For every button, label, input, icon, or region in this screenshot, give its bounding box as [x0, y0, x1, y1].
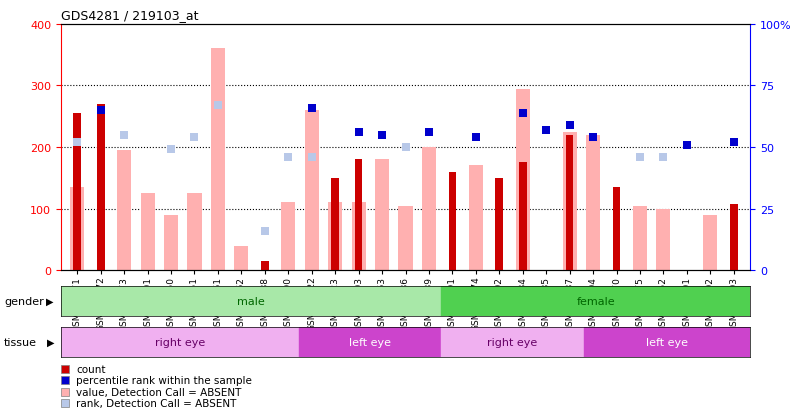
Bar — [516, 89, 530, 271]
Bar — [281, 203, 295, 271]
Bar — [441, 286, 750, 316]
Text: left eye: left eye — [349, 337, 391, 347]
Bar — [187, 194, 201, 271]
Bar — [305, 111, 319, 271]
Text: gender: gender — [4, 296, 44, 306]
Bar — [398, 206, 413, 271]
Bar — [97, 104, 105, 271]
Bar — [563, 132, 577, 271]
Text: count: count — [76, 364, 106, 374]
Bar — [375, 160, 389, 271]
Bar — [331, 178, 339, 271]
Text: right eye: right eye — [155, 337, 205, 347]
Bar — [261, 261, 268, 271]
Text: left eye: left eye — [646, 337, 688, 347]
Bar — [61, 328, 298, 357]
Text: percentile rank within the sample: percentile rank within the sample — [76, 375, 252, 385]
Bar — [71, 188, 84, 271]
Bar — [422, 148, 436, 271]
Bar — [448, 172, 457, 271]
Text: male: male — [237, 296, 265, 306]
Bar — [633, 206, 647, 271]
Bar — [298, 328, 441, 357]
Bar — [496, 178, 503, 271]
Text: ▶: ▶ — [47, 337, 54, 347]
Text: right eye: right eye — [487, 337, 538, 347]
Bar — [519, 163, 526, 271]
Bar — [584, 328, 750, 357]
Bar — [441, 328, 584, 357]
Text: ▶: ▶ — [46, 296, 54, 306]
Bar — [61, 286, 441, 316]
Text: value, Detection Call = ABSENT: value, Detection Call = ABSENT — [76, 387, 242, 396]
Bar — [73, 114, 81, 271]
Bar — [586, 135, 600, 271]
Text: female: female — [577, 296, 615, 306]
Bar — [140, 194, 155, 271]
Bar — [703, 215, 718, 271]
Bar — [566, 135, 573, 271]
Text: tissue: tissue — [4, 337, 37, 347]
Bar — [730, 204, 738, 271]
Bar — [211, 50, 225, 271]
Bar — [352, 203, 366, 271]
Bar — [328, 203, 342, 271]
Bar — [117, 151, 131, 271]
Bar — [612, 188, 620, 271]
Bar — [469, 166, 483, 271]
Text: rank, Detection Call = ABSENT: rank, Detection Call = ABSENT — [76, 399, 237, 408]
Bar — [234, 246, 248, 271]
Bar — [656, 209, 671, 271]
Text: GDS4281 / 219103_at: GDS4281 / 219103_at — [61, 9, 199, 22]
Bar — [164, 215, 178, 271]
Bar — [354, 160, 363, 271]
